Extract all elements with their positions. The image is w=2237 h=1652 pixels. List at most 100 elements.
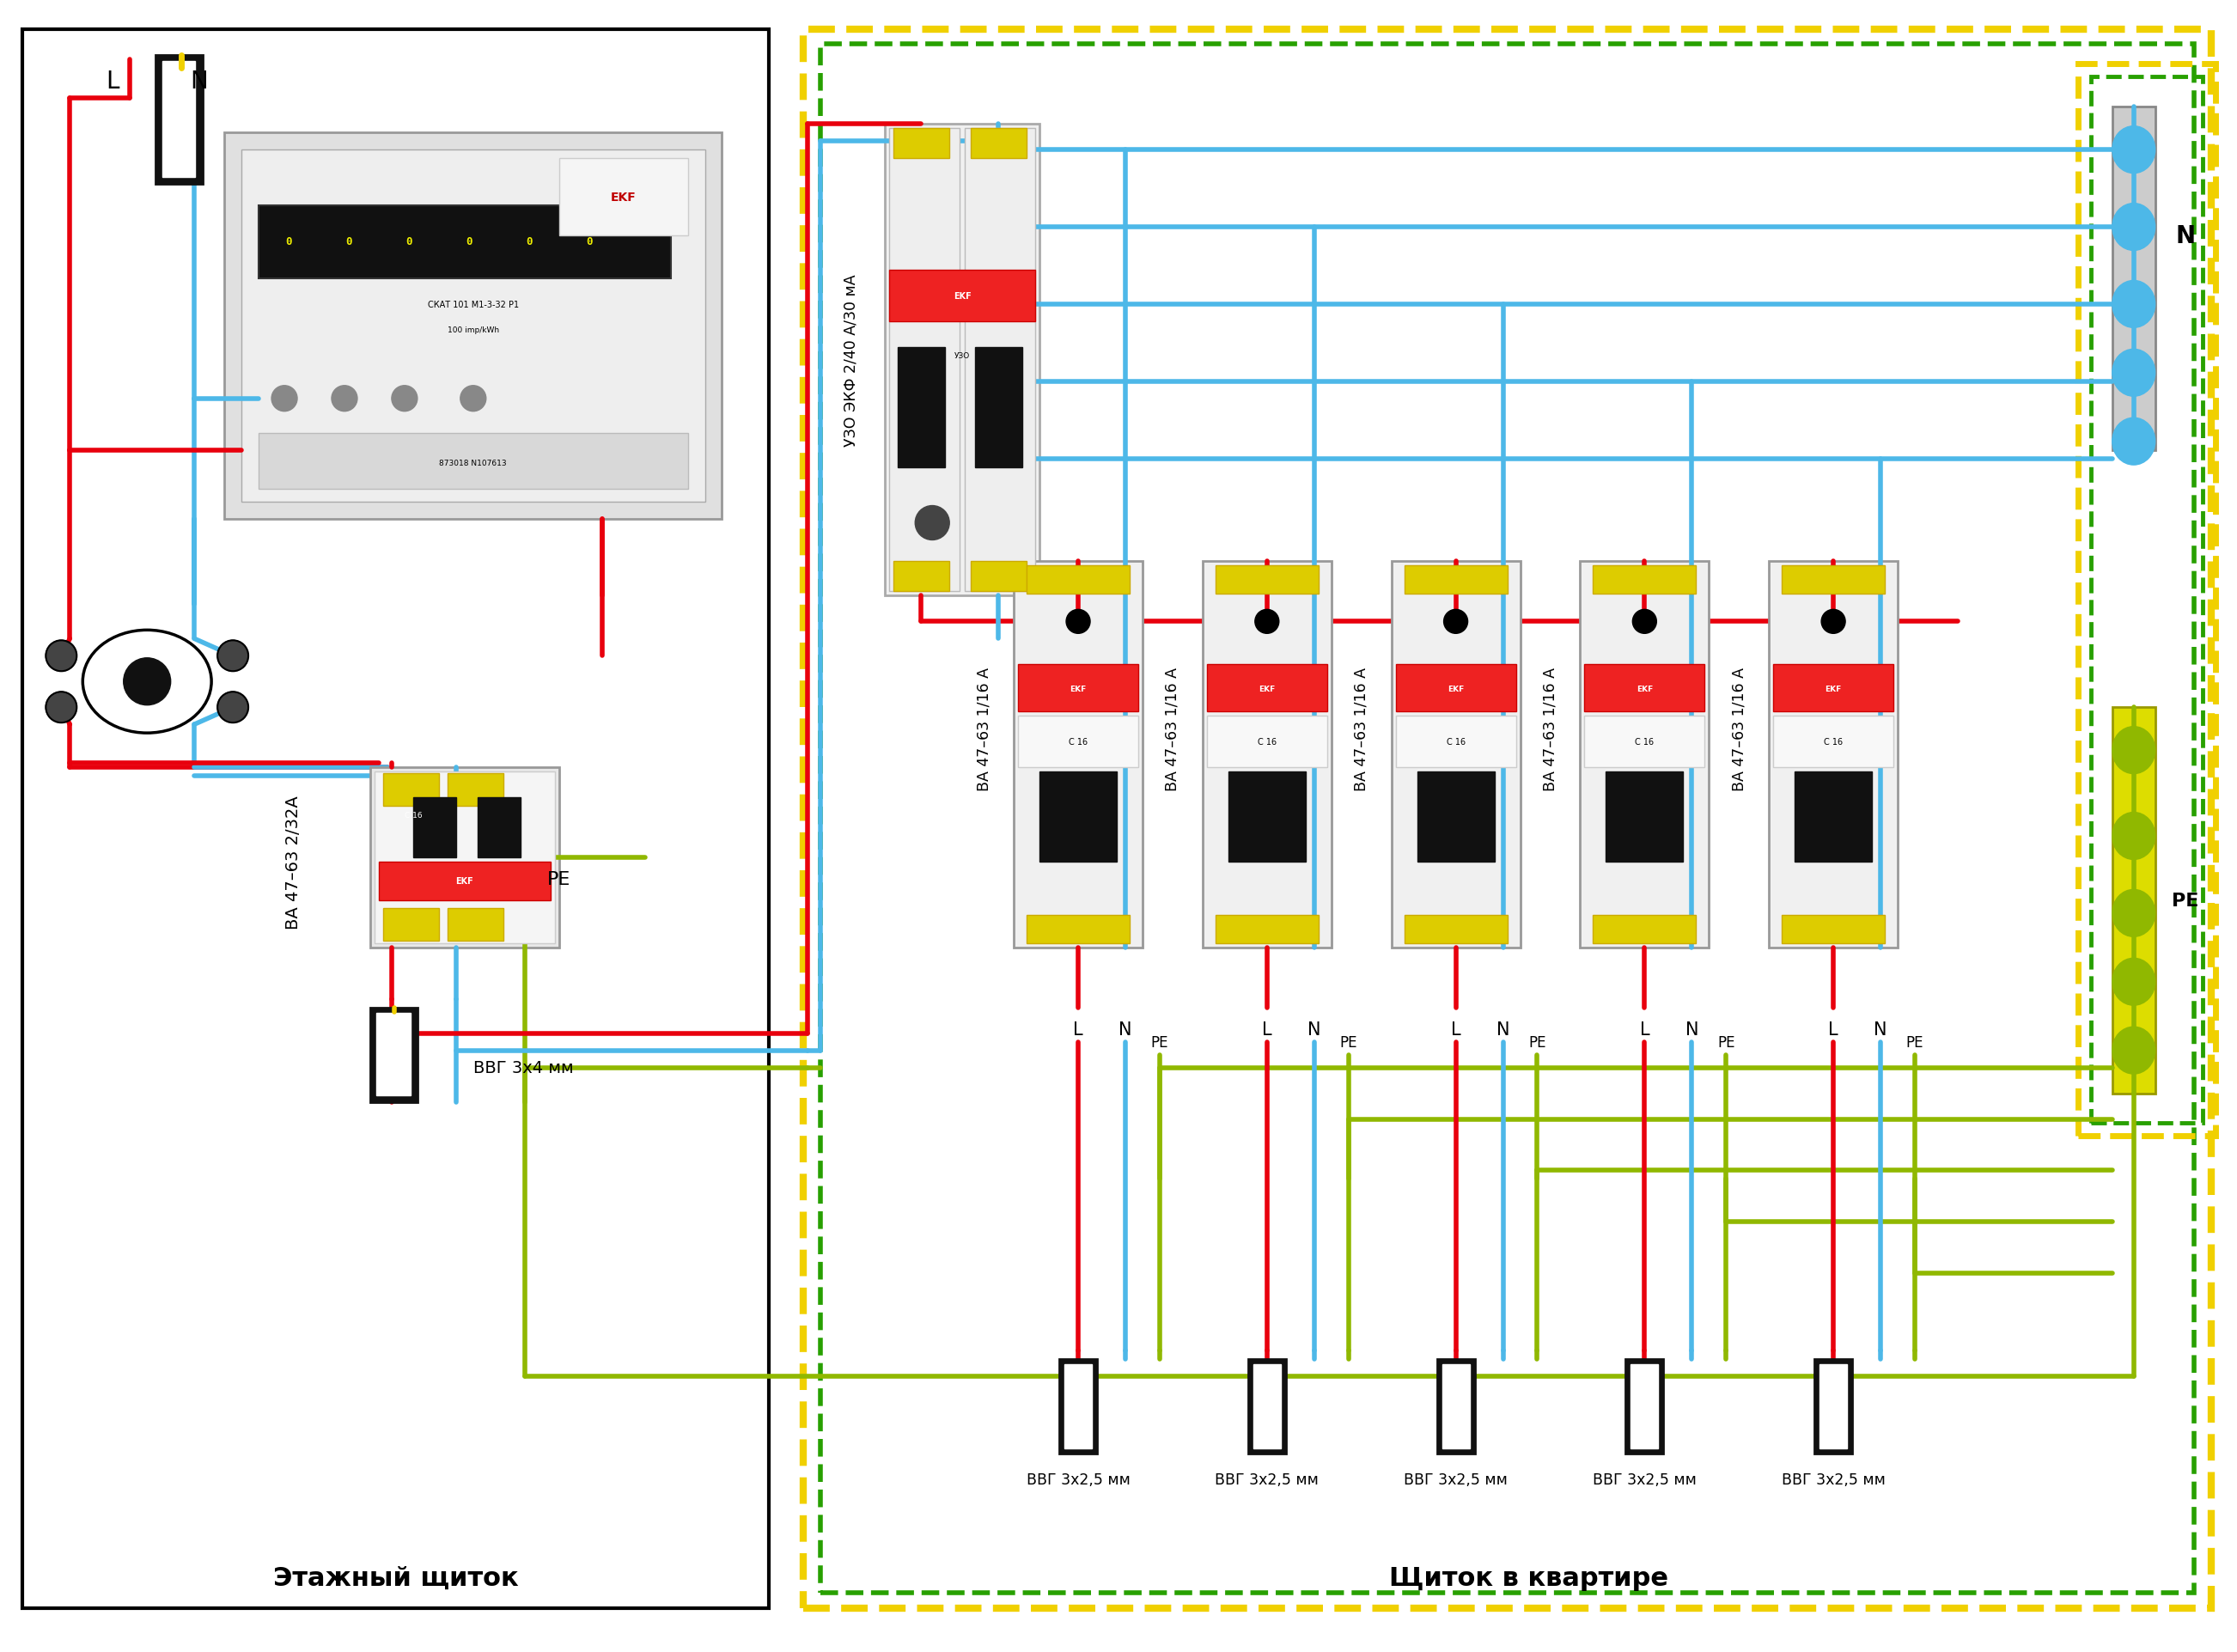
Text: PE: PE (1528, 1034, 1546, 1049)
Text: N: N (2174, 225, 2194, 248)
Text: Щиток в квартире: Щиток в квартире (1389, 1566, 1669, 1591)
Text: EKF: EKF (953, 292, 971, 301)
Text: ВВГ 3х4 мм: ВВГ 3х4 мм (474, 1059, 573, 1075)
Bar (1579, 562, 1709, 948)
Text: L: L (105, 69, 119, 94)
Ellipse shape (2112, 1028, 2154, 1074)
Bar (1208, 664, 1327, 712)
Text: ВА 47–63 1/16 А: ВА 47–63 1/16 А (1165, 667, 1181, 791)
Bar (890, 271, 1036, 322)
Bar (414, 798, 456, 857)
Bar (803, 30, 2210, 1607)
Bar (369, 768, 559, 948)
Text: PE: PE (1340, 1034, 1358, 1049)
Text: PE: PE (1150, 1034, 1168, 1049)
Bar (1794, 771, 1872, 862)
Bar (447, 909, 503, 942)
Text: ВА 47–63 1/16 А: ВА 47–63 1/16 А (1353, 667, 1369, 791)
Bar (1783, 915, 1886, 943)
Text: 873018 N107613: 873018 N107613 (438, 459, 508, 468)
Bar (886, 124, 1040, 596)
Text: N: N (1497, 1021, 1510, 1037)
Bar (1405, 915, 1508, 943)
Text: EKF: EKF (1825, 686, 1841, 692)
Bar (1819, 1365, 1848, 1449)
Bar (1027, 567, 1130, 595)
Bar (1391, 562, 1521, 948)
Text: ВВГ 3х2,5 мм: ВВГ 3х2,5 мм (1215, 1472, 1320, 1487)
Bar (964, 129, 1036, 591)
Text: C 16: C 16 (1069, 738, 1087, 747)
Bar (1208, 717, 1327, 768)
Text: ВВГ 3х2,5 мм: ВВГ 3х2,5 мм (1593, 1472, 1696, 1487)
Circle shape (45, 641, 76, 672)
Bar (559, 159, 687, 236)
Bar (383, 909, 438, 942)
Text: ВА 47–63 1/16 А: ВА 47–63 1/16 А (1544, 667, 1557, 791)
Text: N: N (1306, 1021, 1320, 1037)
Text: N: N (190, 69, 208, 94)
Text: УЗО: УЗО (955, 352, 971, 360)
Bar (157, 56, 204, 185)
Bar (971, 562, 1027, 591)
Bar (1060, 1360, 1096, 1454)
Text: 0: 0 (526, 236, 532, 248)
Bar (2078, 64, 2215, 1137)
Text: EKF: EKF (1635, 686, 1653, 692)
Bar (1065, 1365, 1092, 1449)
Bar (1814, 1360, 1852, 1454)
Text: L: L (1640, 1021, 1649, 1037)
Bar (975, 347, 1022, 468)
Bar (890, 129, 960, 591)
Bar (971, 129, 1027, 159)
Text: УЗО ЭКФ 2/40 А/30 мА: УЗО ЭКФ 2/40 А/30 мА (843, 274, 859, 446)
Bar (893, 562, 948, 591)
Circle shape (1633, 610, 1658, 634)
Circle shape (271, 387, 298, 411)
Bar (1040, 771, 1116, 862)
Ellipse shape (2112, 813, 2154, 861)
Text: PE: PE (2172, 892, 2199, 909)
Text: PE: PE (548, 871, 570, 887)
Text: EKF: EKF (1447, 686, 1463, 692)
Text: N: N (1118, 1021, 1132, 1037)
Circle shape (217, 641, 248, 672)
Bar (259, 433, 687, 489)
Text: 0: 0 (465, 236, 472, 248)
Bar (1396, 664, 1517, 712)
Bar (224, 134, 723, 519)
Ellipse shape (2112, 958, 2154, 1006)
Text: 0: 0 (586, 236, 593, 248)
Bar (259, 206, 671, 279)
Bar (1215, 567, 1318, 595)
Bar (1018, 717, 1139, 768)
Bar (1593, 567, 1696, 595)
Bar (893, 129, 948, 159)
Text: C 16: C 16 (1635, 738, 1653, 747)
Circle shape (217, 692, 248, 724)
Bar (1443, 1365, 1470, 1449)
Circle shape (1443, 610, 1467, 634)
Bar (163, 63, 195, 178)
Bar (1584, 717, 1705, 768)
Bar (1774, 664, 1893, 712)
Bar (1584, 664, 1705, 712)
Bar (1769, 562, 1897, 948)
Text: ВВГ 3х2,5 мм: ВВГ 3х2,5 мм (1405, 1472, 1508, 1487)
Circle shape (331, 387, 358, 411)
Text: L: L (1262, 1021, 1273, 1037)
Bar (1396, 717, 1517, 768)
Bar (1405, 567, 1508, 595)
Bar (1013, 562, 1143, 948)
Ellipse shape (2112, 127, 2154, 173)
Text: ВВГ 3х2,5 мм: ВВГ 3х2,5 мм (1781, 1472, 1886, 1487)
Bar (369, 1008, 418, 1102)
Text: C 16: C 16 (405, 811, 423, 819)
Bar (376, 1013, 412, 1095)
Circle shape (391, 387, 418, 411)
Bar (1593, 915, 1696, 943)
Text: N: N (1875, 1021, 1888, 1037)
Ellipse shape (2112, 727, 2154, 775)
Text: ВВГ 3х2,5 мм: ВВГ 3х2,5 мм (1027, 1472, 1130, 1487)
Text: СКАТ 101 М1-3-32 Р1: СКАТ 101 М1-3-32 Р1 (427, 301, 519, 309)
